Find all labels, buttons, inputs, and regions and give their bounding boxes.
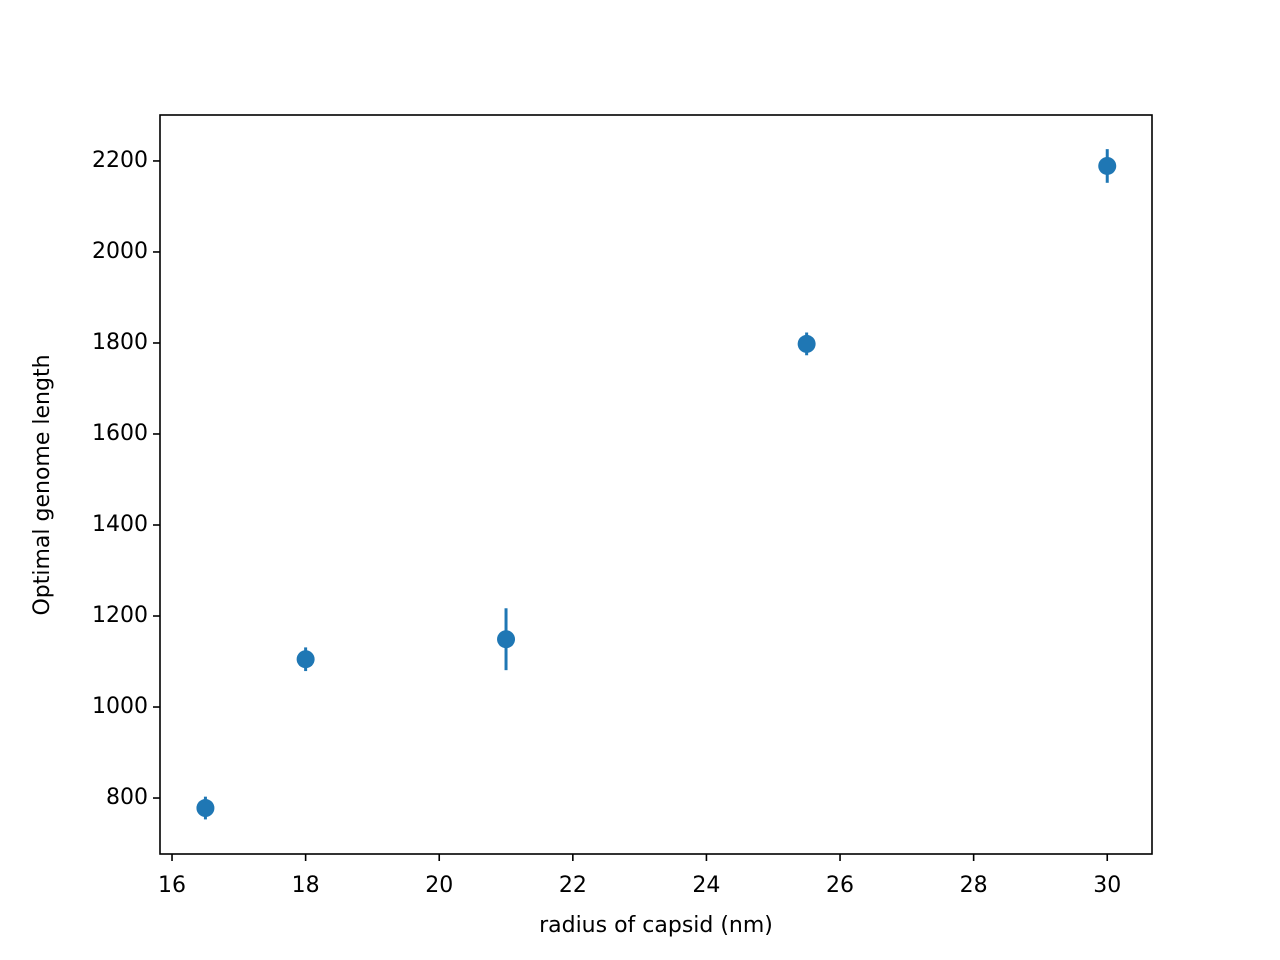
data-point	[797, 334, 816, 353]
y-tick-label: 800	[106, 785, 148, 810]
y-tick-label: 1000	[92, 694, 148, 719]
x-tick-label: 28	[960, 873, 988, 898]
data-point	[1098, 156, 1117, 175]
x-tick-label: 30	[1093, 873, 1121, 898]
data-point	[196, 799, 215, 818]
plot-frame	[159, 114, 1153, 855]
x-tick-label: 18	[292, 873, 320, 898]
y-tick-label: 2000	[92, 239, 148, 264]
x-tick-label: 16	[158, 873, 186, 898]
y-axis-label: Optimal genome length	[30, 354, 55, 615]
y-tick-label: 1200	[92, 603, 148, 628]
y-tick-label: 2200	[92, 148, 148, 173]
data-point	[296, 650, 315, 669]
x-tick-label: 24	[692, 873, 720, 898]
y-tick-label: 1400	[92, 512, 148, 537]
x-tick-label: 20	[425, 873, 453, 898]
x-axis-label: radius of capsid (nm)	[539, 913, 773, 938]
x-tick-label: 22	[559, 873, 587, 898]
y-tick-label: 1800	[92, 330, 148, 355]
x-tick-label: 26	[826, 873, 854, 898]
y-tick-label: 1600	[92, 421, 148, 446]
data-point	[497, 630, 516, 649]
